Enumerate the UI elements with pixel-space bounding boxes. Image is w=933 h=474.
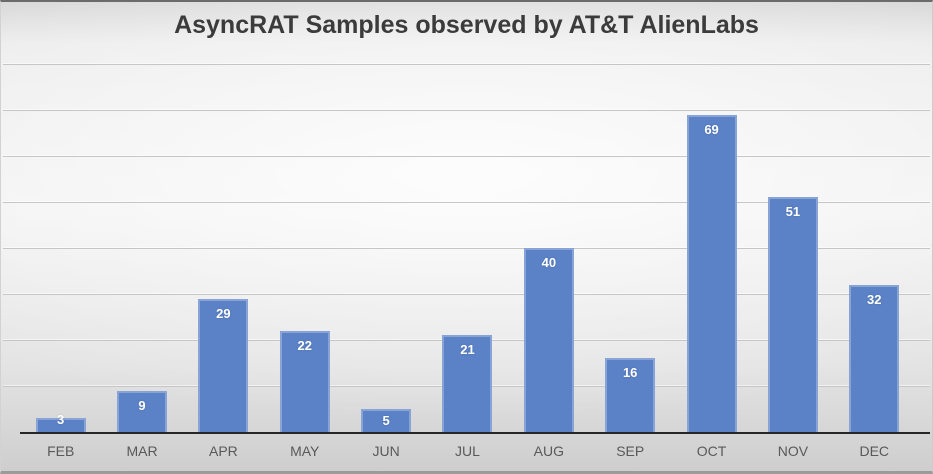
bar-mar: 9	[117, 390, 168, 432]
bar-may: 22	[279, 330, 330, 432]
bar-value-label: 9	[138, 397, 146, 413]
x-axis-label-jul: JUL	[455, 443, 480, 459]
bar-apr: 29	[198, 298, 249, 432]
bar-column-dec: 32	[834, 64, 915, 432]
bar-column-aug: 40	[508, 64, 589, 432]
bar-value-label: 16	[622, 365, 638, 381]
bar-value-label: 21	[460, 342, 475, 358]
bar-column-may: 22	[264, 64, 345, 432]
bar-column-feb: 3	[20, 64, 101, 432]
bar-value-label: 29	[216, 305, 231, 321]
x-axis-label-mar: MAR	[126, 443, 158, 459]
gridline	[3, 202, 930, 203]
bar-aug: 40	[523, 248, 574, 432]
bar-value-label: 32	[867, 291, 882, 307]
bar-jun: 5	[361, 409, 412, 432]
chart-title: AsyncRAT Samples observed by AT&T AlienL…	[174, 11, 759, 39]
bar-column-jul: 21	[427, 64, 508, 432]
x-axis-label-aug: AUG	[533, 443, 564, 459]
gridline	[3, 294, 930, 295]
x-axis-label-nov: NOV	[777, 443, 809, 459]
gridline	[3, 64, 930, 65]
plot-area: 3 9 29 22 5 21 40 16 69 51 32	[20, 64, 915, 432]
bar-column-nov: 51	[752, 64, 833, 432]
bar-column-apr: 29	[183, 64, 264, 432]
bar-nov: 51	[767, 197, 818, 432]
bar-dec: 32	[849, 284, 900, 432]
gridline	[3, 110, 930, 111]
bar-value-label: 69	[704, 121, 719, 137]
bar-value-label: 22	[297, 337, 312, 353]
bar-column-mar: 9	[101, 64, 182, 432]
x-axis-label-jun: JUN	[372, 443, 400, 459]
x-axis-label-apr: APR	[209, 443, 238, 459]
gridline	[3, 248, 930, 249]
bar-value-label: 51	[785, 204, 801, 220]
bar-feb: 3	[35, 412, 86, 432]
x-axis-label-may: MAY	[290, 443, 320, 459]
x-axis-label-oct: OCT	[696, 443, 727, 459]
x-axis-labels: FEB MAR APR MAY JUN JUL AUG SEP OCT NOV DEC	[20, 443, 915, 461]
x-axis-label-feb: FEB	[47, 443, 75, 459]
bar-column-jun: 5	[345, 64, 426, 432]
bar-value-label: 3	[57, 412, 65, 428]
bar-oct: 69	[686, 114, 737, 432]
x-axis-line	[20, 432, 930, 434]
bar-value-label: 5	[382, 413, 390, 428]
x-axis-label-dec: DEC	[859, 443, 890, 459]
bar-column-oct: 69	[671, 64, 752, 432]
bar-column-sep: 16	[590, 64, 671, 432]
gridline	[3, 156, 930, 157]
bar-sep: 16	[605, 358, 656, 432]
bar-value-label: 40	[541, 255, 557, 270]
bar-jul: 21	[442, 335, 493, 432]
x-axis-label-sep: SEP	[616, 443, 645, 459]
